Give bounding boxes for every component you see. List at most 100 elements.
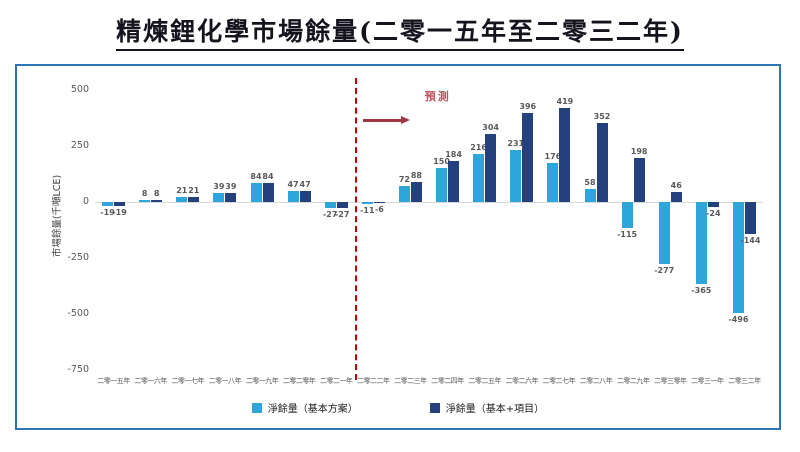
bar-value-label: 304 bbox=[482, 122, 499, 132]
bar-value-label: -144 bbox=[740, 236, 761, 246]
bar-value-label: 21 bbox=[188, 186, 200, 196]
forecast-arrow-head bbox=[400, 116, 410, 124]
bar bbox=[658, 202, 670, 265]
bar bbox=[398, 185, 410, 202]
y-tick-label: -500 bbox=[67, 308, 89, 319]
x-tick-label: 二零二七年 bbox=[542, 377, 576, 385]
bar-value-label: 231 bbox=[507, 139, 525, 149]
x-tick-label: 二零三二年 bbox=[728, 377, 761, 385]
bar-value-label: 216 bbox=[470, 142, 487, 152]
bar bbox=[176, 197, 188, 202]
bar bbox=[102, 202, 114, 207]
bar-value-label: 46 bbox=[670, 180, 682, 190]
bar-value-label: 72 bbox=[398, 174, 410, 184]
x-tick-label: 二零二六年 bbox=[505, 377, 539, 385]
legend-swatch-base-plus-projects bbox=[429, 402, 440, 413]
bar-value-label: -24 bbox=[706, 209, 721, 219]
bar bbox=[114, 202, 126, 207]
x-tick-label: 二零三零年 bbox=[653, 377, 687, 385]
bar bbox=[436, 168, 448, 202]
bar bbox=[373, 202, 385, 204]
x-tick-label: 二零二八年 bbox=[579, 377, 613, 385]
bar-value-label: -27 bbox=[322, 210, 338, 220]
bar bbox=[299, 191, 311, 202]
bar-value-label: -27 bbox=[334, 210, 350, 220]
bar bbox=[139, 200, 151, 202]
bar bbox=[473, 153, 485, 202]
bar bbox=[732, 202, 744, 314]
bar-value-label: -365 bbox=[691, 285, 712, 295]
legend-label-base-case: 淨餘量（基本方案） bbox=[267, 404, 358, 415]
bar-value-label: 184 bbox=[445, 149, 462, 159]
x-tick-label: 二零二二年 bbox=[357, 377, 390, 385]
x-tick-label: 二零一九年 bbox=[245, 377, 279, 385]
x-tick-label: 二零二一年 bbox=[319, 377, 353, 385]
bar bbox=[336, 202, 348, 209]
bar-value-label: 8 bbox=[153, 189, 160, 199]
y-tick-label: -250 bbox=[67, 252, 89, 263]
legend-item-base-case: 淨餘量（基本方案） bbox=[251, 400, 358, 415]
legend-swatch-base-case bbox=[251, 402, 262, 413]
bar bbox=[262, 183, 274, 202]
bar-value-label: 88 bbox=[410, 171, 422, 181]
bar-value-label: 8 bbox=[141, 189, 148, 199]
bar bbox=[324, 202, 336, 209]
x-tick-label: 二零三一年 bbox=[691, 377, 724, 385]
x-tick-label: 二零二四年 bbox=[431, 377, 464, 385]
bar bbox=[670, 191, 682, 202]
x-tick-label: 二零二五年 bbox=[468, 377, 501, 385]
bar-value-label: 58 bbox=[584, 178, 596, 187]
zero-axis-line bbox=[95, 202, 763, 203]
bar-value-label: -19 bbox=[112, 208, 127, 218]
x-tick-label: 二零二三年 bbox=[394, 377, 427, 385]
bar-value-label: -496 bbox=[728, 315, 749, 325]
bar-value-label: -11 bbox=[360, 206, 375, 216]
bar-value-label: 150 bbox=[433, 157, 450, 167]
bar-value-label: 84 bbox=[250, 172, 262, 182]
bar-value-label: 396 bbox=[519, 102, 537, 112]
x-tick-label: 二零二九年 bbox=[616, 377, 650, 385]
bar-value-label: 84 bbox=[262, 172, 274, 182]
y-tick-label: 250 bbox=[70, 140, 89, 151]
legend: 淨餘量（基本方案） 淨餘量（基本+項目） bbox=[17, 400, 779, 415]
bar bbox=[485, 133, 497, 202]
plot-area: -19 -19 8 8 21 21 39 39 84 84 47 47 -27 -27 -11 -6 72 88 1… bbox=[95, 90, 763, 370]
bar-value-label: -115 bbox=[617, 229, 638, 239]
bar bbox=[522, 113, 534, 202]
bar-value-label: -277 bbox=[654, 266, 675, 276]
bar bbox=[584, 189, 596, 202]
chart-title-row: 精煉鋰化學市場餘量(二零一五年至二零三二年) bbox=[0, 12, 800, 51]
bar bbox=[250, 183, 262, 202]
legend-item-base-plus-projects: 淨餘量（基本+項目） bbox=[429, 400, 545, 415]
bar bbox=[151, 200, 163, 202]
x-tick-label: 二零一五年 bbox=[97, 377, 130, 385]
bar-value-label: 47 bbox=[287, 180, 299, 190]
bar-value-label: 419 bbox=[556, 97, 574, 107]
bar-value-label: 47 bbox=[299, 180, 311, 190]
bar-value-label: 198 bbox=[630, 146, 648, 156]
bar bbox=[695, 202, 707, 284]
forecast-label: 預測 bbox=[424, 90, 451, 103]
bar bbox=[225, 193, 237, 202]
bar bbox=[621, 202, 633, 228]
bar bbox=[633, 157, 645, 202]
bar bbox=[707, 202, 719, 208]
bar-value-label: 39 bbox=[213, 182, 225, 192]
bar bbox=[213, 193, 225, 202]
bar-value-label: 352 bbox=[593, 112, 611, 122]
bar-value-label: 176 bbox=[544, 151, 562, 161]
bar bbox=[448, 160, 460, 202]
y-tick-label: -750 bbox=[67, 364, 89, 375]
bar bbox=[510, 150, 522, 202]
chart-frame: 市場餘量(千噸LCE) -19 -19 8 8 21 21 39 39 84 84 47 47 -27-… bbox=[15, 64, 781, 430]
bar-value-label: -19 bbox=[100, 208, 115, 218]
y-tick-label: 0 bbox=[82, 196, 89, 207]
bar bbox=[361, 202, 373, 205]
bar bbox=[596, 123, 608, 202]
bar-value-label: 21 bbox=[176, 186, 188, 196]
page-title: 精煉鋰化學市場餘量(二零一五年至二零三二年) bbox=[116, 17, 684, 51]
bar bbox=[188, 197, 200, 202]
legend-label-base-plus-projects: 淨餘量（基本+項目） bbox=[445, 404, 545, 415]
forecast-arrow-icon bbox=[362, 116, 410, 125]
